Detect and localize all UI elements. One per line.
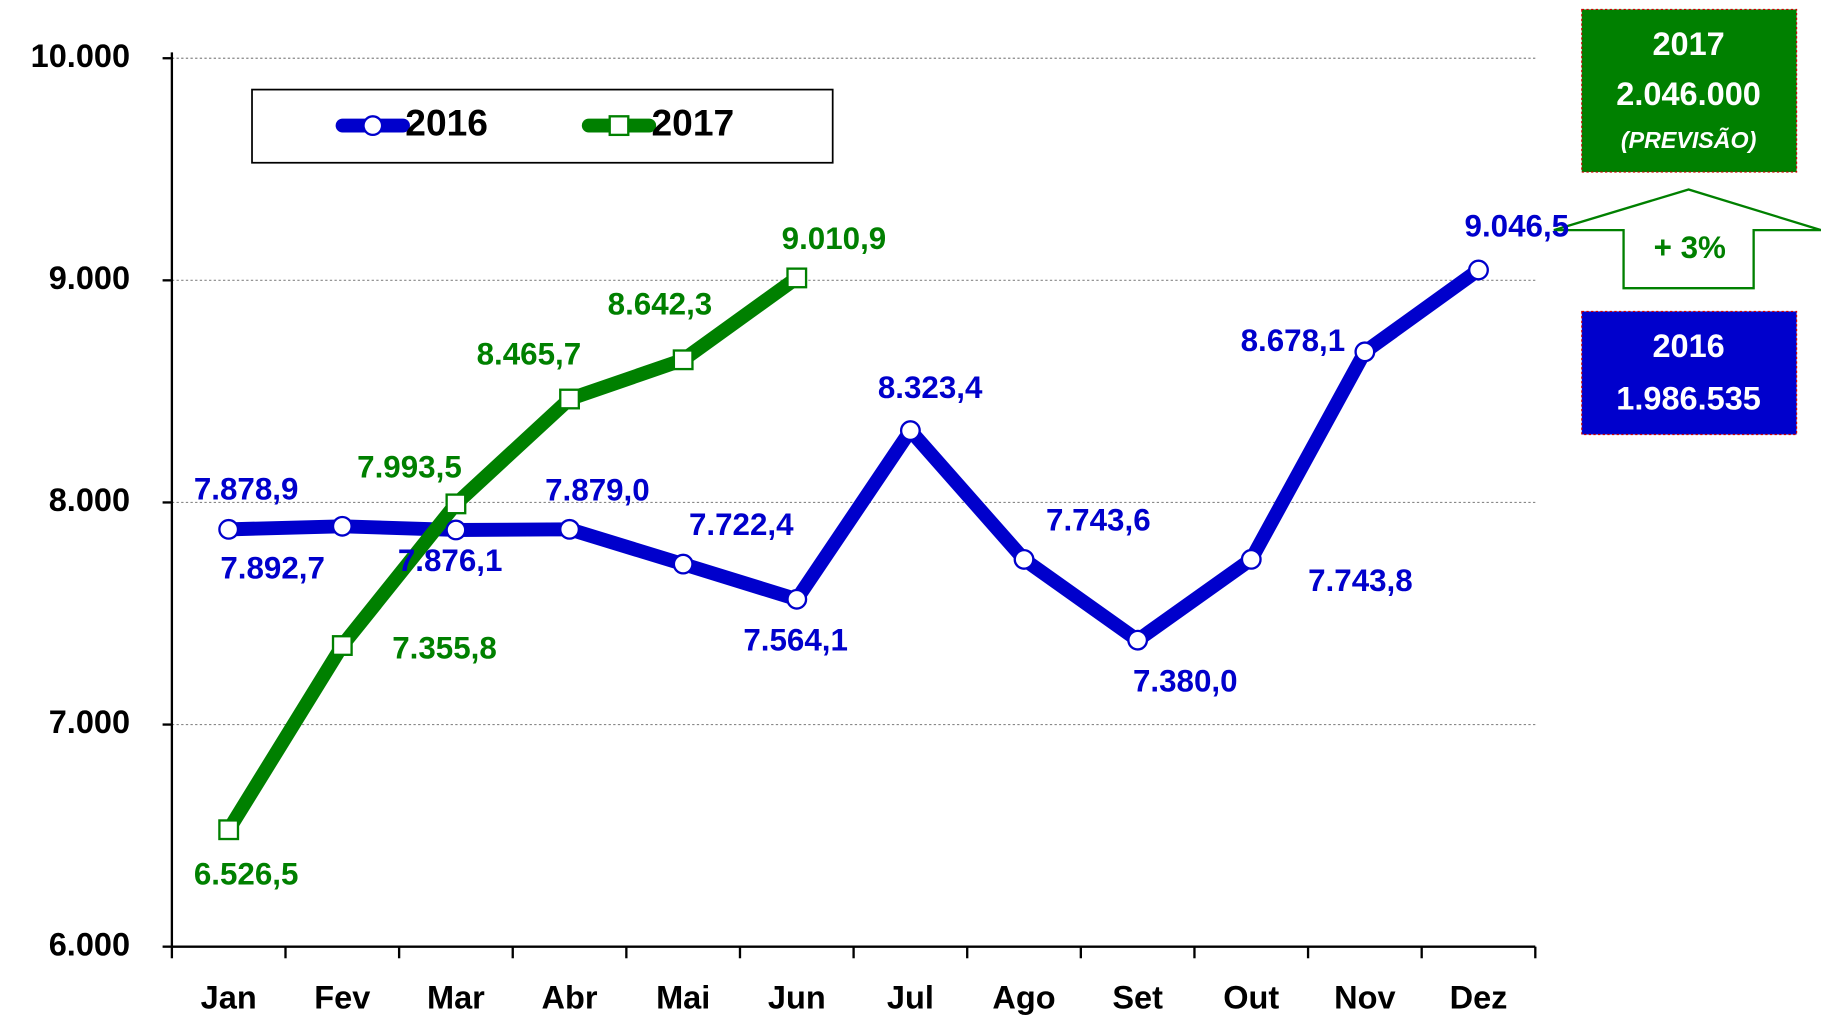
point (899, 420, 921, 442)
x-tick-label: Ago (992, 980, 1055, 1016)
data-label: 9.010,9 (782, 221, 887, 256)
growth-label: + 3% (1654, 230, 1726, 265)
point (559, 518, 580, 540)
data-label: 8.465,7 (477, 336, 582, 371)
point (1240, 548, 1262, 570)
data-label: 7.743,6 (1046, 503, 1151, 538)
box-2017-total: 2.046.000 (1616, 76, 1761, 112)
data-label: 7.892,7 (220, 551, 325, 586)
data-label: 8.678,1 (1241, 323, 1346, 358)
x-tick-label: Set (1112, 980, 1163, 1016)
data-label: 7.876,1 (398, 543, 503, 578)
point (1354, 341, 1376, 363)
point (559, 388, 580, 410)
data-label: 7.355,8 (392, 630, 497, 665)
y-tick-label: 6.000 (49, 926, 130, 962)
point (1468, 259, 1489, 281)
data-label: 7.879,0 (545, 472, 650, 507)
y-tick-label: 8.000 (49, 482, 130, 518)
box-2016-year: 2016 (1652, 328, 1724, 364)
x-tick-label: Jul (887, 980, 934, 1016)
point (445, 493, 467, 515)
data-label: 8.323,4 (878, 370, 983, 405)
point (218, 518, 240, 540)
data-label: 7.878,9 (194, 471, 299, 506)
point (1127, 629, 1149, 651)
x-tick-label: Jun (768, 980, 826, 1016)
point (1013, 548, 1035, 570)
box-2016 (1581, 310, 1798, 436)
box-2017 (1581, 8, 1798, 173)
point (218, 819, 240, 841)
box-2017-year: 2017 (1652, 26, 1724, 62)
point (786, 267, 808, 289)
data-label: 7.743,8 (1308, 563, 1413, 598)
point (672, 553, 694, 575)
legend-marker (362, 115, 384, 137)
point (445, 519, 467, 541)
x-tick-label: Mai (656, 980, 710, 1016)
y-tick-label: 9.000 (49, 260, 130, 296)
data-label: 7.993,5 (357, 449, 462, 484)
data-label: 7.564,1 (743, 623, 848, 658)
data-label: 7.722,4 (689, 507, 794, 542)
x-tick-label: Nov (1334, 980, 1395, 1016)
x-tick-label: Jan (201, 980, 257, 1016)
legend-label: 2016 (405, 101, 488, 143)
data-label: 9.046,5 (1465, 208, 1570, 243)
x-tick-label: Out (1223, 980, 1279, 1016)
point (786, 588, 808, 610)
box-2016-total: 1.986.535 (1616, 380, 1761, 416)
legend-label: 2017 (652, 101, 735, 143)
data-label: 8.642,3 (608, 287, 713, 322)
y-tick-label: 10.000 (31, 38, 130, 74)
box-2017-note: (PREVISÃO) (1621, 126, 1757, 153)
growth-arrow (1553, 188, 1821, 290)
point (331, 515, 353, 537)
x-tick-label: Mar (427, 980, 485, 1016)
x-tick-label: Abr (542, 980, 598, 1016)
x-tick-label: Dez (1450, 980, 1508, 1016)
series-line (222, 272, 801, 834)
x-tick-label: Fev (314, 980, 370, 1016)
data-label: 7.380,0 (1133, 663, 1238, 698)
data-label: 6.526,5 (194, 856, 299, 891)
point (672, 349, 694, 371)
legend-marker (608, 115, 630, 137)
point (331, 635, 353, 656)
y-tick-label: 7.000 (49, 704, 130, 740)
